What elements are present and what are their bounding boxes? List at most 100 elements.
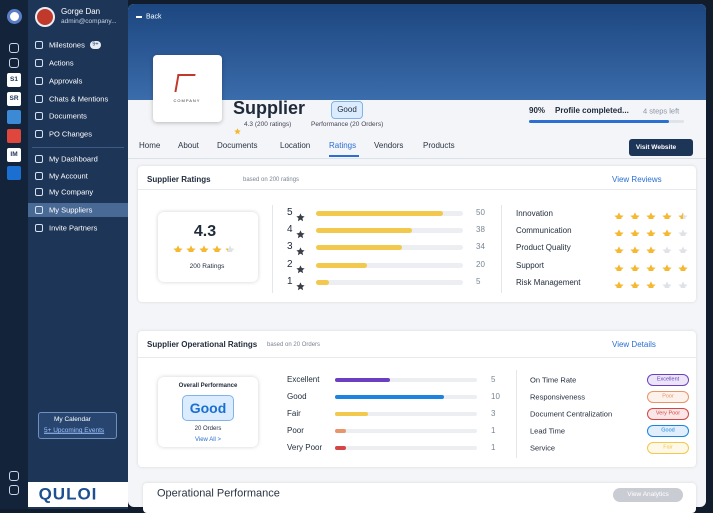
divider [501,205,502,293]
metric-badge [647,408,689,420]
nav-badge [90,41,101,49]
criterion-label: Communication [516,226,572,235]
nav-item[interactable]: Invite Partners [49,223,98,233]
star [630,278,640,288]
card-subtitle: based on 200 ratings [243,177,300,183]
banner [128,4,706,100]
star [630,243,640,253]
row-star [296,209,305,221]
star [662,261,672,271]
overall-grade: Good [189,400,227,416]
row-star [296,226,305,238]
bar [335,395,445,399]
bar [335,446,346,450]
rail-icon[interactable] [9,485,19,495]
criterion-stars [614,278,688,288]
bar-track [335,412,477,416]
score-count: 200 Ratings [189,262,225,270]
star [662,278,672,288]
brand-logo: QULOI [38,484,98,504]
bar-track [335,378,477,382]
bar-count: 1 [491,443,496,452]
star [678,226,688,236]
nav-item[interactable]: Milestones [49,40,85,50]
rail-label: S1 [10,75,18,83]
tab[interactable]: About [178,141,199,150]
tab[interactable]: Products [423,141,455,150]
star-fill [646,278,656,288]
nav-item[interactable]: My Company [49,187,94,197]
star-fill [614,261,624,271]
star [173,242,183,252]
star-fill [614,209,624,219]
star [199,242,209,252]
rating-star [234,122,241,135]
nav-item[interactable]: My Dashboard [49,154,98,164]
rail-app[interactable] [7,166,21,180]
star-fill [199,242,209,252]
calendar-events: 5+ Upcoming Events [44,426,105,434]
tabs-divider [128,158,706,159]
tab[interactable]: Location [280,141,311,150]
star [662,226,672,236]
calendar-card[interactable] [38,412,117,439]
nav-item[interactable]: My Suppliers [49,205,93,215]
card-link[interactable]: View Reviews [612,175,662,184]
header-badge-text: Good [337,105,357,114]
card-link[interactable]: View Details [612,340,656,349]
nav-item[interactable]: Actions [49,58,74,68]
star-fill [662,226,672,236]
app-logo [7,9,22,24]
progress-percent: 90% [529,106,546,115]
tab[interactable]: Documents [217,141,258,150]
star-fill [186,242,196,252]
rail-app[interactable] [7,129,21,143]
tab[interactable]: Ratings [329,141,357,150]
visit-button[interactable] [629,139,693,156]
star [646,243,656,253]
header-badge [331,101,363,119]
rail-app[interactable] [7,110,21,124]
nav-badge-text: 9+ [92,41,99,48]
logo-text: COMPANY [173,98,201,103]
star-fill [678,209,683,219]
bar [335,378,390,382]
tab[interactable]: Vendors [374,141,404,150]
user-name: Gorge Dan [61,7,101,16]
nav-icon [35,224,43,232]
nav-item[interactable]: Documents [49,111,87,121]
divider [516,370,517,458]
row-star [296,243,305,255]
score-stars [173,242,235,252]
card-divider [138,357,696,358]
visit-button-text: Visit Website [635,143,677,151]
star-fill [646,226,656,236]
nav-item[interactable]: Approvals [49,76,83,86]
star-fill [630,209,640,219]
nav-item[interactable]: PO Changes [49,129,92,139]
rail-icon [9,43,19,53]
star [614,261,624,271]
nav-icon [35,206,43,214]
rail-icon[interactable] [9,471,19,481]
star-fill [646,209,656,219]
star-level: 5 [287,207,293,218]
nav-icon [35,130,43,138]
star [678,278,688,288]
nav-item[interactable]: My Account [49,171,88,181]
star-level: 3 [287,241,293,252]
nav-item[interactable]: Chats & Mentions [49,94,109,104]
bar [316,227,413,233]
performance-card [143,483,696,513]
metric-label: On Time Rate [530,375,577,385]
metric-badge [647,425,689,437]
star [630,226,640,236]
progress-steps: 4 steps left [643,106,680,116]
metric-badge [647,442,689,454]
overall-link[interactable]: View All > [194,437,222,443]
star-fill [614,278,624,288]
analytics-button[interactable] [613,488,683,502]
rail-label: IM [10,150,18,158]
tab[interactable]: Home [139,141,161,150]
back-link[interactable]: Back [146,13,162,21]
